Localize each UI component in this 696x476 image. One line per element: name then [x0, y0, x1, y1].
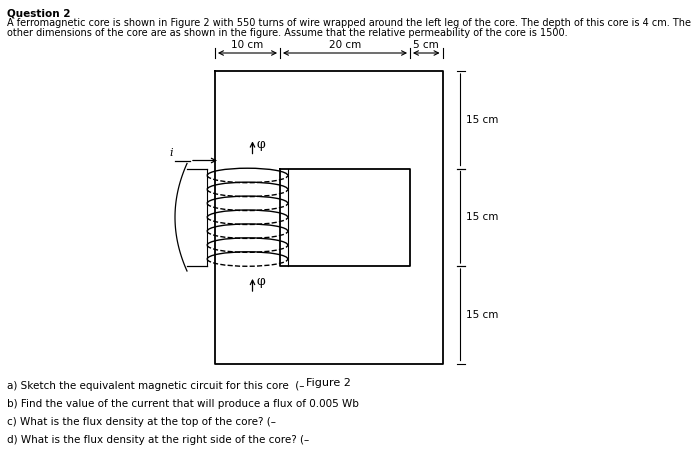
Text: Question 2: Question 2 — [7, 8, 70, 18]
Text: φ: φ — [257, 138, 265, 151]
Text: 5 cm: 5 cm — [413, 40, 439, 50]
Text: d) What is the flux density at the right side of the core? (–: d) What is the flux density at the right… — [7, 435, 309, 445]
Text: 15 cm: 15 cm — [466, 212, 499, 222]
Text: A ferromagnetic core is shown in Figure 2 with 550 turns of wire wrapped around : A ferromagnetic core is shown in Figure … — [7, 18, 691, 28]
Text: i: i — [170, 148, 173, 158]
Text: 15 cm: 15 cm — [466, 115, 499, 125]
Text: Figure 2: Figure 2 — [306, 378, 351, 388]
Text: 15 cm: 15 cm — [466, 310, 499, 320]
Text: 10 cm: 10 cm — [231, 40, 264, 50]
Text: c) What is the flux density at the top of the core? (–: c) What is the flux density at the top o… — [7, 417, 276, 427]
Text: b) Find the value of the current that will produce a flux of 0.005 Wb: b) Find the value of the current that wi… — [7, 399, 359, 409]
Text: φ: φ — [257, 276, 265, 288]
Text: 20 cm: 20 cm — [329, 40, 361, 50]
Text: other dimensions of the core are as shown in the figure. Assume that the relativ: other dimensions of the core are as show… — [7, 28, 568, 38]
Text: a) Sketch the equivalent magnetic circuit for this core  (–: a) Sketch the equivalent magnetic circui… — [7, 381, 305, 391]
